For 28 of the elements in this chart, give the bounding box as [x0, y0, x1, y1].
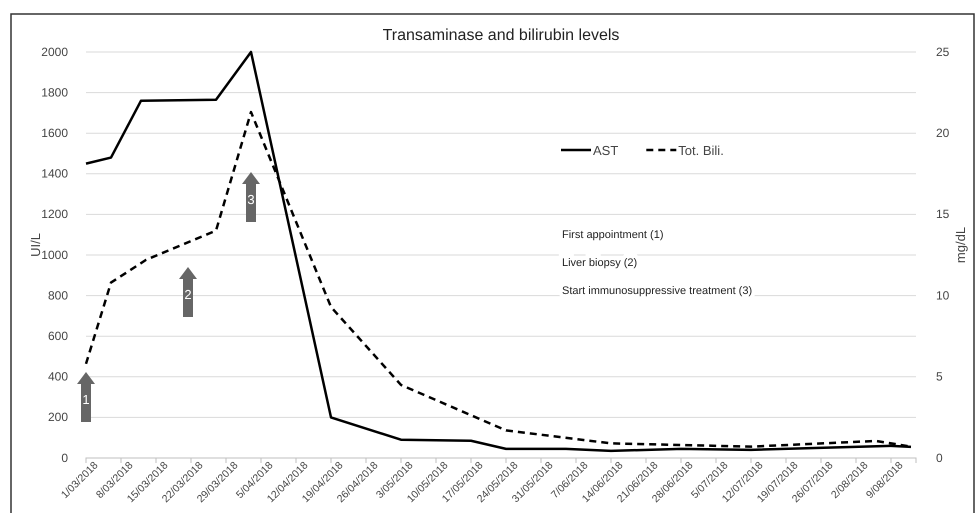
annotation: 1	[82, 392, 90, 407]
annotation: First appointment (1)	[562, 229, 664, 241]
y2-tick-label: 25	[936, 44, 950, 59]
y2-axis-title: mg/dL	[953, 226, 968, 264]
annotation: 2	[184, 287, 192, 302]
legend-label: AST	[593, 143, 618, 158]
annotation: Liver biopsy (2)	[562, 257, 638, 269]
y-tick-label: 800	[48, 288, 68, 302]
y-tick-label: 1600	[41, 126, 68, 140]
y-tick-label: 0	[61, 450, 68, 465]
y2-tick-label: 5	[936, 370, 943, 384]
y-tick-label: 1000	[41, 248, 68, 262]
y-axis-title: UI/L	[28, 233, 43, 257]
annotation: 3	[247, 192, 255, 207]
y2-tick-label: 20	[936, 126, 950, 140]
y-tick-label: 200	[48, 410, 68, 424]
y-tick-label: 2000	[41, 44, 68, 59]
y-tick-label: 1200	[41, 207, 68, 222]
legend-label: Tot. Bili.	[678, 143, 724, 158]
y-tick-label: 1400	[41, 166, 68, 181]
y2-tick-label: 0	[936, 450, 943, 465]
y-tick-label: 400	[48, 370, 68, 384]
chart-title: Transaminase and bilirubin levels	[382, 27, 620, 44]
annotation: Start immunosuppressive treatment (3)	[562, 285, 752, 297]
y-tick-label: 1800	[41, 85, 68, 100]
y2-tick-label: 15	[936, 207, 950, 222]
y2-tick-label: 10	[936, 288, 950, 302]
y-tick-label: 600	[48, 329, 68, 344]
